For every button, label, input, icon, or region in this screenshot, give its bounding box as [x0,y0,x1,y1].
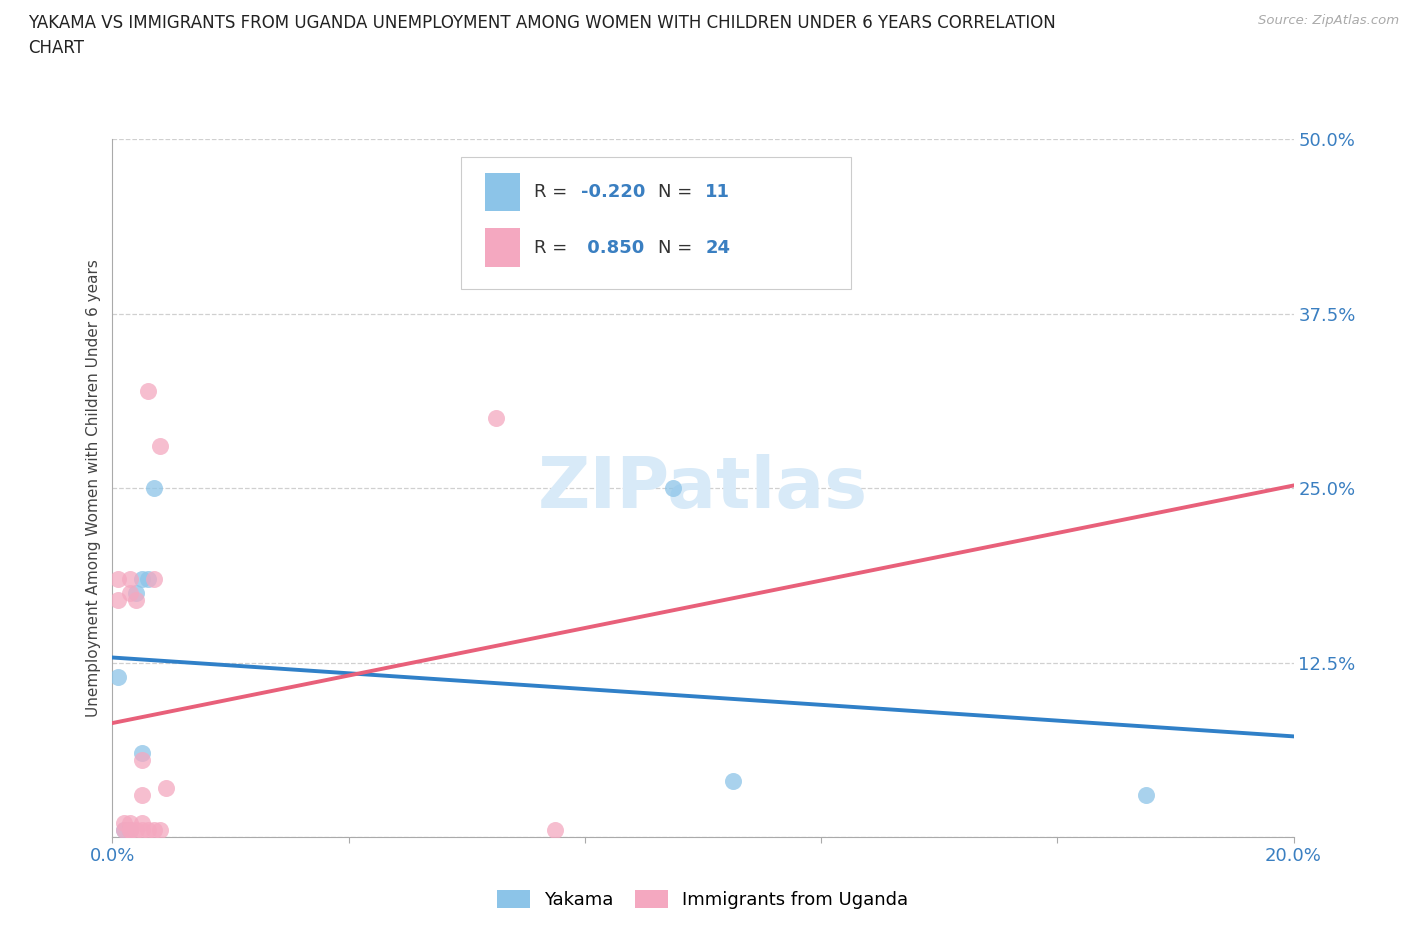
Point [136,383,159,398]
Point [107,592,129,607]
Text: Source: ZipAtlas.com: Source: ZipAtlas.com [1258,14,1399,27]
Point [131,816,153,830]
Point [131,753,153,768]
Point [485,411,508,426]
Point [131,788,153,803]
Text: YAKAMA VS IMMIGRANTS FROM UGANDA UNEMPLOYMENT AMONG WOMEN WITH CHILDREN UNDER 6 : YAKAMA VS IMMIGRANTS FROM UGANDA UNEMPLO… [28,14,1056,32]
Text: N =: N = [658,183,699,201]
Text: -0.220: -0.220 [581,183,645,201]
Text: R =: R = [534,183,574,201]
Point [125,823,148,837]
Text: 24: 24 [706,239,730,257]
Text: CHART: CHART [28,39,84,57]
Point [149,439,172,454]
Point [149,823,172,837]
Point [136,823,159,837]
Point [155,781,177,796]
Point [662,481,685,496]
FancyBboxPatch shape [485,173,520,211]
Point [1135,788,1157,803]
Text: ZIPatlas: ZIPatlas [538,454,868,523]
FancyBboxPatch shape [461,157,851,289]
Point [131,823,153,837]
Point [721,774,744,789]
Point [142,823,165,837]
Point [125,592,148,607]
Point [120,823,142,837]
Point [120,823,142,837]
Point [120,816,142,830]
Y-axis label: Unemployment Among Women with Children Under 6 years: Unemployment Among Women with Children U… [86,259,101,717]
Point [131,746,153,761]
Point [107,571,129,587]
Text: N =: N = [658,239,699,257]
Point [136,571,159,587]
Text: 11: 11 [706,183,730,201]
FancyBboxPatch shape [485,229,520,267]
Point [120,571,142,587]
Point [112,823,135,837]
Point [544,823,567,837]
Point [112,823,135,837]
Point [107,670,129,684]
Point [142,481,165,496]
Point [112,816,135,830]
Point [131,571,153,587]
Point [142,571,165,587]
Legend: Yakama, Immigrants from Uganda: Yakama, Immigrants from Uganda [491,883,915,916]
Point [125,586,148,601]
Text: R =: R = [534,239,574,257]
Text: 0.850: 0.850 [581,239,644,257]
Point [120,823,142,837]
Point [120,586,142,601]
